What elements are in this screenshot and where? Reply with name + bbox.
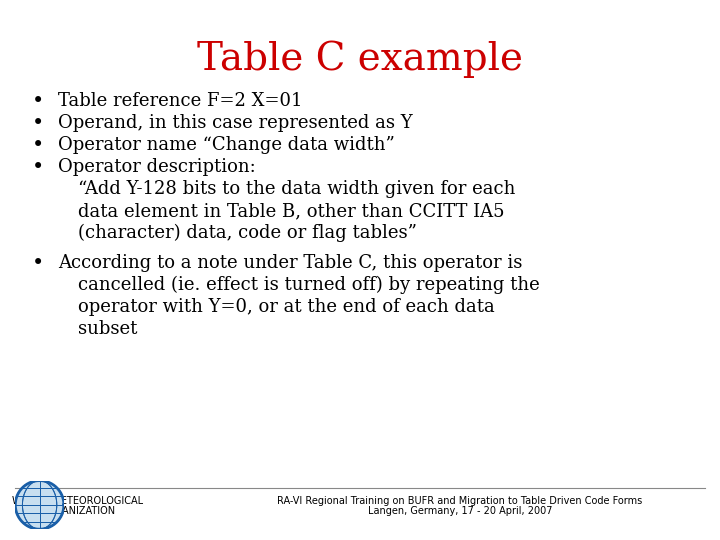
Text: Table reference F=2 X=01: Table reference F=2 X=01 bbox=[58, 92, 302, 110]
Text: •: • bbox=[32, 136, 44, 155]
Text: Table C example: Table C example bbox=[197, 40, 523, 78]
Text: Operand, in this case represented as Y: Operand, in this case represented as Y bbox=[58, 114, 413, 132]
Text: data element in Table B, other than CCITT IA5: data element in Table B, other than CCIT… bbox=[78, 202, 505, 220]
Text: Langen, Germany, 17 - 20 April, 2007: Langen, Germany, 17 - 20 April, 2007 bbox=[368, 506, 552, 516]
Text: •: • bbox=[32, 254, 44, 273]
Text: ORGANIZATION: ORGANIZATION bbox=[40, 506, 116, 516]
Text: subset: subset bbox=[78, 320, 138, 338]
Text: “Add Y-128 bits to the data width given for each: “Add Y-128 bits to the data width given … bbox=[78, 180, 516, 198]
Text: Operator description:: Operator description: bbox=[58, 158, 256, 176]
Text: WORLD METEOROLOGICAL: WORLD METEOROLOGICAL bbox=[12, 496, 143, 506]
Text: cancelled (ie. effect is turned off) by repeating the: cancelled (ie. effect is turned off) by … bbox=[78, 276, 540, 294]
Text: According to a note under Table C, this operator is: According to a note under Table C, this … bbox=[58, 254, 523, 272]
Text: Operator name “Change data width”: Operator name “Change data width” bbox=[58, 136, 395, 154]
Text: (character) data, code or flag tables”: (character) data, code or flag tables” bbox=[78, 224, 417, 242]
Circle shape bbox=[15, 481, 64, 529]
Text: operator with Y=0, or at the end of each data: operator with Y=0, or at the end of each… bbox=[78, 298, 495, 316]
Text: •: • bbox=[32, 114, 44, 133]
Text: RA-VI Regional Training on BUFR and Migration to Table Driven Code Forms: RA-VI Regional Training on BUFR and Migr… bbox=[277, 496, 643, 506]
Text: •: • bbox=[32, 158, 44, 177]
Text: •: • bbox=[32, 92, 44, 111]
